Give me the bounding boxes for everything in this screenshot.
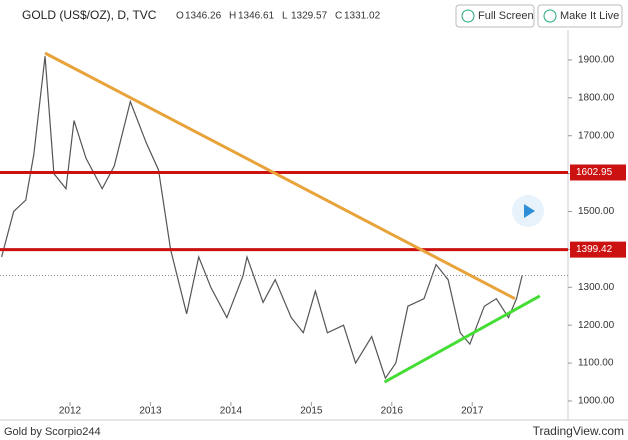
- x-tick-label: 2017: [461, 406, 484, 417]
- play-icon[interactable]: [524, 204, 535, 218]
- trend-line: [383, 294, 541, 384]
- icon: [461, 9, 475, 23]
- button-label[interactable]: Make It Live: [560, 10, 619, 22]
- ohlc-label: C: [335, 11, 342, 22]
- price-tag-label: 1399.42: [576, 244, 613, 255]
- x-tick-label: 2014: [220, 406, 243, 417]
- button[interactable]: Make It Live: [537, 4, 623, 28]
- button-frame[interactable]: [455, 4, 535, 28]
- ohlc-value: 1329.57: [291, 11, 328, 22]
- plot: 1000.001100.001200.001300.001400.001500.…: [0, 51, 626, 417]
- button[interactable]: Full Screen: [455, 4, 535, 28]
- y-tick-label: 1200.00: [578, 320, 615, 331]
- price-tag: [570, 241, 626, 258]
- y-tick-label: 1700.00: [578, 130, 615, 141]
- y-tick-label: 1900.00: [578, 55, 615, 66]
- ohlc-value: 1331.02: [344, 11, 381, 22]
- ohlc-label: H: [229, 11, 236, 22]
- y-tick-label: 1300.00: [578, 282, 615, 293]
- button-label[interactable]: Full Screen: [478, 10, 534, 22]
- price-tag: [570, 164, 626, 181]
- x-tick-label: 2013: [139, 406, 162, 417]
- price-tag-label: 1602.95: [576, 167, 613, 178]
- y-tick-label: 1000.00: [578, 396, 615, 407]
- x-tick-label: 2015: [300, 406, 323, 417]
- y-tick-label: 1100.00: [578, 358, 614, 369]
- ohlc-value: 1346.61: [238, 11, 275, 22]
- x-tick-label: 2016: [381, 406, 404, 417]
- ohlc-label: L: [282, 11, 288, 22]
- y-tick-label: 1800.00: [578, 92, 615, 103]
- x-tick-label: 2012: [59, 406, 82, 417]
- button-frame[interactable]: [537, 4, 623, 28]
- footer-left: Gold by Scorpio244: [4, 426, 101, 438]
- chart-title: GOLD (US$/OZ), D, TVC: [22, 8, 157, 22]
- icon: [543, 9, 557, 23]
- ohlc-label: O: [176, 11, 184, 22]
- ohlc-value: 1346.26: [185, 11, 222, 22]
- y-tick-label: 1500.00: [578, 206, 615, 217]
- footer-right: TradingView.com: [533, 424, 624, 438]
- trend-line: [44, 51, 516, 300]
- price-line: [1, 56, 523, 380]
- ohlc: O 1346.26 H 1346.61 L 1329.57 C 1331.02: [176, 11, 381, 22]
